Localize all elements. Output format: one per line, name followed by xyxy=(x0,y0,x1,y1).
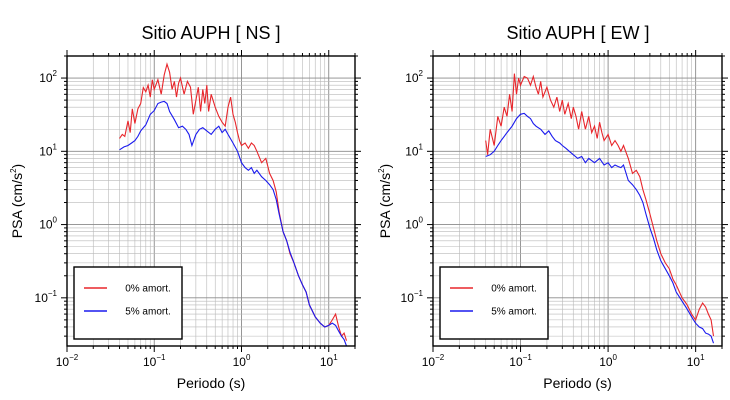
x-tick-label: 100 xyxy=(599,353,617,369)
plot-frame xyxy=(66,55,356,347)
x-axis-label: Periodo (s) xyxy=(543,375,611,391)
y-tick-label: 10−1 xyxy=(401,289,424,305)
y-tick-label: 101 xyxy=(405,142,423,158)
x-tick-label: 101 xyxy=(687,353,705,369)
x-tick-label: 10−2 xyxy=(422,353,445,369)
plot-frame xyxy=(432,55,723,347)
series-line-0 xyxy=(485,73,715,337)
series-line-1 xyxy=(485,112,715,344)
chart-panel-0: 10−2 10−1 100 101 10−1 100 101 102 Sitio AUPH [ … xyxy=(9,23,361,391)
y-tick-label: 101 xyxy=(39,142,57,158)
y-tick-label: 102 xyxy=(405,69,423,85)
legend-label-0: 0% amort. xyxy=(125,284,171,295)
y-tick-label: 100 xyxy=(405,216,423,232)
ticks xyxy=(427,50,728,352)
legend-label-0: 0% amort. xyxy=(491,284,537,295)
legend: 0% amort. 5% amort. xyxy=(73,266,183,340)
y-axis-label: PSA (cm/s2) xyxy=(9,164,25,238)
y-tick-label: 100 xyxy=(39,216,57,232)
y-tick-label: 10−1 xyxy=(35,289,58,305)
legend-box xyxy=(73,266,183,340)
legend-label-1: 5% amort. xyxy=(125,307,171,318)
legend-box xyxy=(439,266,549,340)
chart-title: Sitio AUPH [ NS ] xyxy=(141,23,280,43)
x-axis-label: Periodo (s) xyxy=(177,375,245,391)
grid xyxy=(432,55,723,346)
series-line-1 xyxy=(119,100,348,346)
y-axis-label: PSA (cm/s2) xyxy=(377,164,393,238)
x-tick-label: 100 xyxy=(233,353,251,369)
x-tick-label: 10−1 xyxy=(143,353,166,369)
legend-label-1: 5% amort. xyxy=(491,307,537,318)
ticks xyxy=(61,50,361,352)
chart-title: Sitio AUPH [ EW ] xyxy=(506,23,649,43)
x-tick-label: 10−1 xyxy=(509,353,532,369)
grid xyxy=(66,55,356,346)
chart-panel-1: 10−2 10−1 100 101 10−1 100 101 102 Sitio AUPH [ … xyxy=(377,23,728,391)
x-tick-label: 10−2 xyxy=(56,353,79,369)
x-tick-label: 101 xyxy=(320,353,338,369)
y-tick-label: 102 xyxy=(39,69,57,85)
legend: 0% amort. 5% amort. xyxy=(439,266,549,340)
